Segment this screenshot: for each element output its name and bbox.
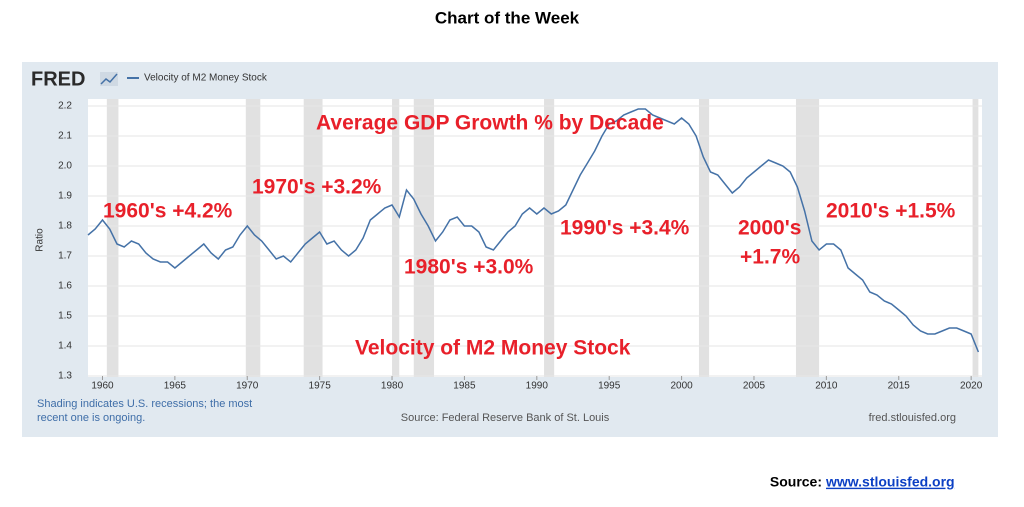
- x-tick-label: 2015: [888, 381, 911, 392]
- x-tick-label: 2020: [960, 381, 983, 392]
- y-tick-label: 1.8: [58, 221, 72, 232]
- y-tick-label: 2.1: [58, 131, 72, 142]
- brand-icon: [100, 72, 118, 86]
- site: fred.stlouisfed.org: [869, 412, 956, 424]
- page-title: Chart of the Week: [435, 8, 580, 27]
- brand: FRED: [31, 68, 85, 90]
- annotation: Velocity of M2 Money Stock: [355, 337, 631, 360]
- x-tick-label: 1960: [91, 381, 114, 392]
- x-tick-label: 1985: [453, 381, 476, 392]
- source-link[interactable]: www.stlouisfed.org: [825, 474, 955, 490]
- annotation: 1960's +4.2%: [103, 200, 233, 223]
- y-tick-label: 1.7: [58, 251, 72, 262]
- annotation: 2010's +1.5%: [826, 200, 956, 223]
- y-tick-label: 2.2: [58, 101, 72, 112]
- note: recent one is ongoing.: [37, 412, 145, 424]
- annotation: 1980's +3.0%: [404, 256, 534, 279]
- x-tick-label: 2010: [815, 381, 838, 392]
- annotation: Average GDP Growth % by Decade: [316, 112, 664, 135]
- recession-band: [245, 99, 261, 377]
- y-axis-label: Ratio: [35, 228, 46, 252]
- y-tick-label: 1.9: [58, 191, 72, 202]
- recession-band: [392, 99, 400, 377]
- recession-band: [972, 99, 979, 377]
- x-tick-label: 2000: [670, 381, 693, 392]
- x-tick-label: 1980: [381, 381, 404, 392]
- annotation: +1.7%: [740, 246, 800, 269]
- annotation: 2000's: [738, 217, 801, 240]
- series-line: [87, 108, 980, 353]
- plot-area: [88, 99, 982, 377]
- recession-band: [544, 99, 555, 377]
- y-tick-label: 1.3: [58, 371, 72, 382]
- y-tick-label: 1.6: [58, 281, 72, 292]
- annotation: 1990's +3.4%: [560, 217, 690, 240]
- x-tick-label: 2005: [743, 381, 766, 392]
- y-tick-label: 1.5: [58, 311, 72, 322]
- recession-band: [413, 99, 435, 377]
- x-tick-label: 1970: [236, 381, 259, 392]
- x-tick-label: 1990: [526, 381, 549, 392]
- y-tick-label: 1.4: [58, 341, 72, 352]
- y-tick-label: 2.0: [58, 161, 72, 172]
- recession-band: [698, 99, 710, 377]
- recession-band: [795, 99, 820, 377]
- x-tick-label: 1995: [598, 381, 621, 392]
- recession-band: [106, 99, 119, 377]
- annotation: 1970's +3.2%: [252, 176, 382, 199]
- x-tick-label: 1965: [164, 381, 187, 392]
- legend-label: Velocity of M2 Money Stock: [144, 73, 268, 84]
- x-tick-label: 1975: [309, 381, 332, 392]
- note: Shading indicates U.S. recessions; the m…: [37, 398, 252, 410]
- source: Source: Federal Reserve Bank of St. Loui…: [401, 412, 610, 424]
- source-label: Source:: [770, 474, 822, 490]
